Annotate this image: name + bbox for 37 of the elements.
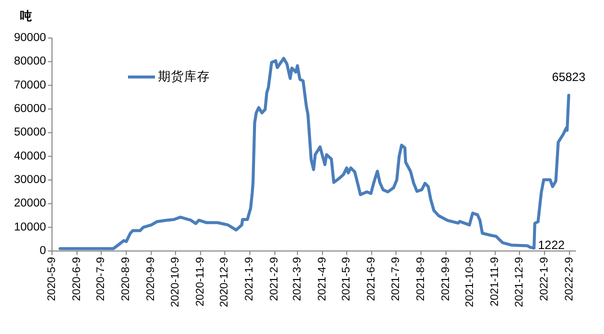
y-tick-label: 20000 — [14, 198, 46, 210]
y-tick-label: 10000 — [14, 221, 46, 234]
y-tick-label: 70000 — [14, 79, 46, 92]
x-tick-label: 2021-4-9 — [316, 257, 328, 302]
x-tick-label: 2020-10-9 — [169, 257, 182, 308]
x-tick-label: 2020-5-9 — [46, 257, 58, 302]
x-tick-label: 2021-5-9 — [340, 257, 353, 302]
x-tick-label: 2021-9-9 — [440, 257, 452, 302]
y-tick-label: 0 — [40, 245, 46, 258]
legend: 期货库存 — [128, 69, 210, 84]
y-tick-label: 60000 — [14, 103, 46, 116]
y-tick-label: 30000 — [14, 174, 46, 186]
ylabel: 吨 — [20, 9, 32, 23]
x-tick-label: 2021-3-9 — [291, 257, 304, 302]
legend-label: 期货库存 — [158, 69, 210, 84]
x-tick-label: 2021-2-9 — [268, 257, 281, 302]
x-tick-label: 2020-11-9 — [194, 257, 206, 306]
x-tick-label: 2020-6-9 — [70, 257, 83, 302]
annotation: 65823 — [552, 70, 586, 84]
x-tick-label: 2021-12-9 — [513, 257, 526, 308]
y-tick-label: 40000 — [14, 150, 46, 162]
x-tick-label: 2021-1-9 — [244, 257, 256, 302]
x-tick-label: 2020-9-9 — [145, 257, 158, 302]
x-tick-label: 2021-6-9 — [366, 257, 378, 302]
y-tick-label: 90000 — [14, 32, 46, 44]
x-tick-label: 2020-8-9 — [120, 257, 132, 302]
x-tick-label: 2021-11-9 — [489, 257, 502, 306]
y-tick-label: 80000 — [14, 56, 46, 68]
x-tick-label: 2021-10-9 — [464, 257, 476, 308]
x-tick-label: 2021-8-9 — [414, 257, 427, 302]
x-tick-label: 2022-1-9 — [538, 257, 550, 302]
x-tick-label: 2020-7-9 — [95, 257, 108, 302]
x-tick-label: 2021-7-9 — [390, 257, 402, 302]
annotation: 1222 — [538, 238, 565, 252]
y-tick-label: 50000 — [14, 126, 46, 139]
x-tick-label: 2022-2-9 — [563, 257, 576, 302]
x-tick-label: 2020-12-9 — [218, 257, 231, 308]
